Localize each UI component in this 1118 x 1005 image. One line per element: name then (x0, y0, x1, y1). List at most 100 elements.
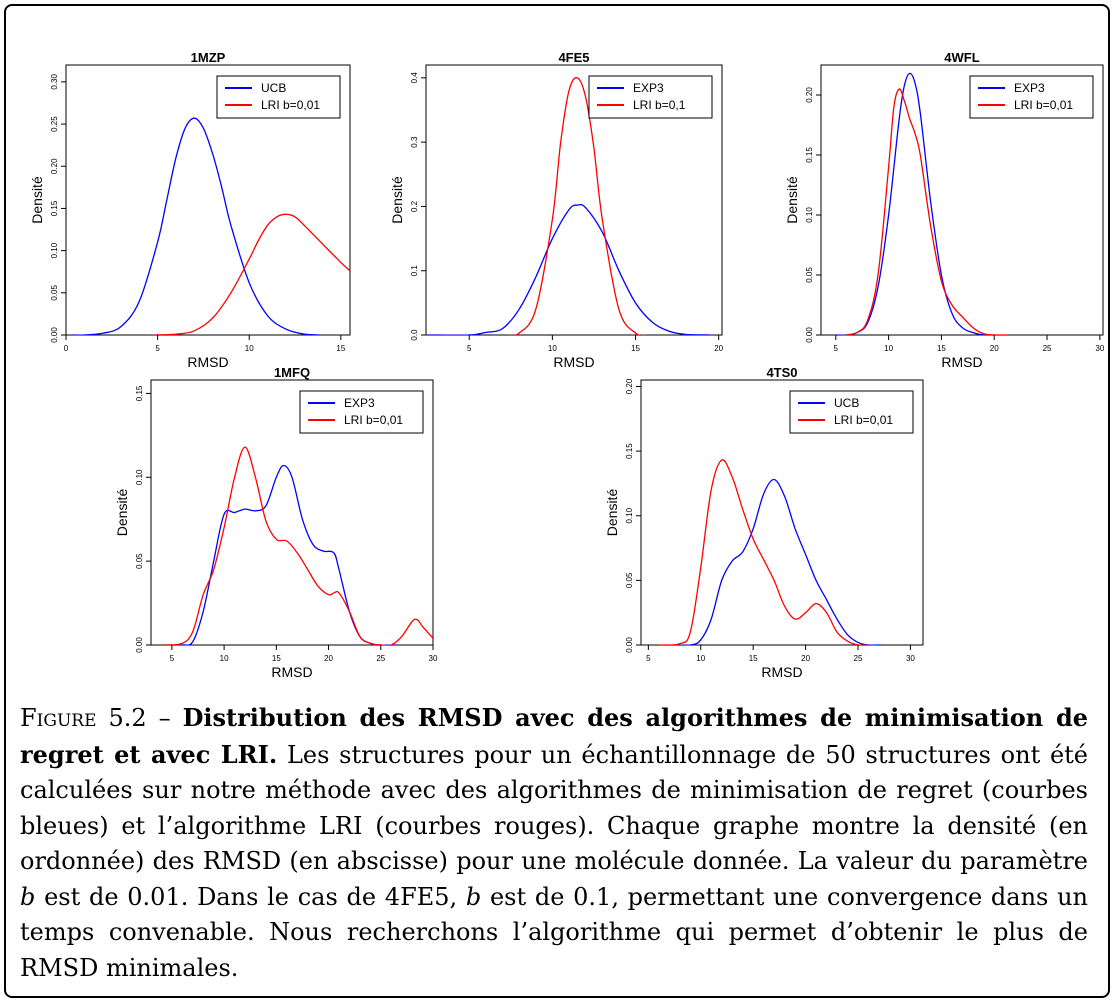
y-tick-label: 0.00 (135, 637, 144, 653)
legend-label: EXP3 (1014, 81, 1045, 95)
y-tick-label: 0.15 (625, 443, 634, 459)
y-tick-label: 0.20 (50, 158, 59, 174)
legend-label: LRI b=0,01 (344, 413, 403, 427)
chart-title: 1MZP (191, 50, 226, 65)
chart-title: 4FE5 (558, 50, 589, 65)
figure-caption: Figure 5.2 – Distribution des RMSD avec … (20, 700, 1088, 986)
x-tick-label: 0 (64, 344, 69, 353)
x-tick-label: 20 (990, 344, 999, 353)
caption-text-2: est de 0.01. Dans le cas de 4FE5, (35, 882, 466, 911)
y-tick-label: 0.15 (805, 147, 814, 163)
y-tick-label: 0.05 (50, 284, 59, 300)
caption-text-1: Les structures pour un échantillonnage d… (20, 740, 1088, 876)
x-axis-label: RMSD (553, 354, 594, 370)
legend-label: EXP3 (633, 81, 664, 95)
x-tick-label: 5 (155, 344, 160, 353)
chart-4ts0: 4TS0 5 10 15 20 25 30 0.00 0.05 0.10 0.15 0.20 RMSD D… (604, 365, 924, 680)
y-axis-label: Densité (784, 176, 800, 224)
legend-box (216, 75, 341, 119)
x-tick-label: 30 (429, 654, 438, 663)
legend-label: UCB (834, 396, 859, 410)
x-axis-label: RMSD (761, 664, 802, 680)
x-tick-label: 25 (1043, 344, 1052, 353)
x-axis-label: RMSD (187, 354, 228, 370)
legend-label: UCB (261, 81, 286, 95)
y-tick-label: 0.10 (625, 507, 634, 523)
legend-box (299, 390, 424, 434)
series-line-blue (835, 72, 995, 335)
x-tick-label: 10 (220, 654, 229, 663)
chart-1mzp: 1MZP 0 5 10 15 0.00 0.05 0.10 0.15 0.20 0.25 0.30 RM… (29, 50, 351, 370)
y-axis-label: Densité (389, 176, 405, 224)
x-tick-label: 15 (631, 344, 640, 353)
y-axis-label: Densité (114, 489, 130, 537)
y-tick-label: 0.15 (135, 385, 144, 401)
x-tick-label: 10 (696, 654, 705, 663)
y-tick-label: 0.0 (410, 329, 419, 341)
y-tick-label: 0.2 (410, 200, 419, 212)
y-tick-label: 0.4 (410, 72, 419, 84)
y-tick-label: 0.10 (805, 207, 814, 223)
y-tick-label: 0.00 (50, 327, 59, 343)
series-line-blue (71, 117, 319, 335)
x-tick-label: 15 (272, 654, 281, 663)
x-axis-label: RMSD (941, 354, 982, 370)
x-tick-label: 5 (834, 344, 839, 353)
y-tick-label: 0.30 (50, 74, 59, 90)
chart-title: 4WFL (944, 50, 979, 65)
caption-variable-b-2: b (465, 882, 482, 911)
y-tick-label: 0.25 (50, 116, 59, 132)
figure-label: Figure 5.2 – (20, 704, 183, 732)
y-tick-label: 0.00 (805, 327, 814, 343)
legend-label: LRI b=0,01 (1014, 98, 1073, 112)
y-axis-label: Densité (29, 176, 45, 224)
legend-label: EXP3 (344, 396, 375, 410)
x-tick-label: 5 (467, 344, 472, 353)
plot-frame (425, 64, 723, 336)
chart-1mfq: 1MFQ 5 10 15 20 25 30 0.00 0.05 0.10 0.15 RMSD Densi… (114, 365, 438, 680)
y-tick-label: 0.20 (805, 87, 814, 103)
series-line-red (508, 77, 646, 335)
chart-title: 4TS0 (766, 365, 797, 380)
chart-4wfl: 4WFL 5 10 15 20 25 30 0.00 0.05 0.10 0.15 0.20 RMSD D… (784, 50, 1105, 370)
legend-box (588, 75, 713, 119)
y-axis-label: Densité (604, 489, 620, 537)
plot-frame (150, 379, 434, 646)
chart-title: 1MFQ (274, 365, 310, 380)
series-line-red (164, 446, 433, 645)
x-tick-label: 30 (1095, 344, 1104, 353)
x-tick-label: 5 (170, 654, 175, 663)
legend-box (789, 390, 914, 434)
x-tick-label: 20 (801, 654, 810, 663)
x-tick-label: 25 (376, 654, 385, 663)
x-tick-label: 10 (245, 344, 254, 353)
y-tick-label: 0.15 (50, 200, 59, 216)
y-tick-label: 0.10 (50, 242, 59, 258)
legend-label: LRI b=0,01 (261, 98, 320, 112)
y-tick-label: 0.00 (625, 637, 634, 653)
caption-text-3: est de 0.1, permettant une convergence d… (20, 882, 1088, 982)
series-line-red (153, 213, 350, 335)
x-tick-label: 5 (646, 654, 651, 663)
legend-label: LRI b=0,01 (834, 413, 893, 427)
plot-frame (640, 379, 924, 646)
series-line-red (846, 88, 1008, 335)
x-tick-label: 15 (749, 654, 758, 663)
series-line-blue (164, 464, 397, 645)
chart-4fe5: 4FE5 5 10 15 20 0.0 0.1 0.2 0.3 0.4 RMSD Densité EXP… (389, 50, 724, 370)
plot-frame (820, 64, 1104, 336)
caption-variable-b-1: b (20, 882, 36, 911)
x-tick-label: 25 (854, 654, 863, 663)
x-axis-label: RMSD (271, 664, 312, 680)
y-tick-label: 0.05 (805, 267, 814, 283)
y-tick-label: 0.1 (410, 265, 419, 277)
figure-frame (4, 4, 1110, 998)
series-line-blue (427, 203, 711, 335)
series-line-blue (667, 478, 882, 645)
y-tick-label: 0.20 (625, 378, 634, 394)
x-tick-label: 10 (884, 344, 893, 353)
x-tick-label: 15 (336, 344, 345, 353)
y-tick-label: 0.05 (135, 553, 144, 569)
y-tick-label: 0.3 (410, 136, 419, 148)
x-tick-label: 10 (548, 344, 557, 353)
